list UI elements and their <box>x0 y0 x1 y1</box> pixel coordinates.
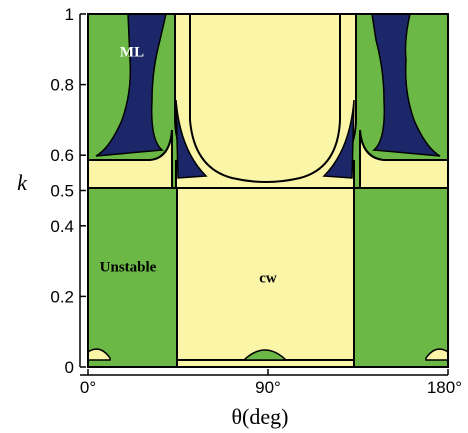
unstable-bumps <box>242 349 288 361</box>
unstable-left-lower <box>87 187 178 368</box>
region-label: cw <box>259 270 277 286</box>
x-tick-label: 90° <box>255 378 281 397</box>
y-ticks: 0 0.2 0.4 0.5 0.6 0.8 1 <box>50 5 86 377</box>
x-ticks: 0° 90° 180° <box>80 369 462 397</box>
x-tick-label: 0° <box>80 378 96 397</box>
bump-right <box>425 348 449 361</box>
region-label: ML <box>120 44 144 60</box>
cw-central-lower <box>176 187 355 361</box>
y-tick-label: 0 <box>65 358 74 377</box>
ml-right <box>371 13 441 157</box>
ml-regions <box>95 13 441 179</box>
ml-center-right <box>322 99 355 179</box>
y-tick-label: 0.2 <box>50 287 74 306</box>
bump-left <box>87 348 111 361</box>
y-tick-label: 0.6 <box>50 146 74 165</box>
y-tick-label: 0.4 <box>50 217 74 236</box>
unstable-right-lower <box>353 187 449 368</box>
x-axis-label: θ(deg) <box>232 404 289 429</box>
region-label: Unstable <box>100 260 157 276</box>
cw-bumps <box>87 348 449 361</box>
y-tick-label: 0.8 <box>50 76 74 95</box>
ml-center-left <box>175 99 208 179</box>
cw-band-regions <box>87 129 449 189</box>
y-tick-label: 1 <box>65 5 74 24</box>
cw-central-upper <box>189 13 341 183</box>
bump-center <box>242 349 288 361</box>
plot-frame <box>87 13 449 368</box>
y-axis-label: k <box>17 170 28 195</box>
cw-band-right <box>359 129 449 189</box>
x-tick-label: 180° <box>427 378 462 397</box>
y-tick-label: 0.5 <box>50 182 74 201</box>
region-labels: ML Unstable cw <box>100 44 277 286</box>
ml-left <box>95 13 167 157</box>
cw-band-left <box>87 129 173 189</box>
